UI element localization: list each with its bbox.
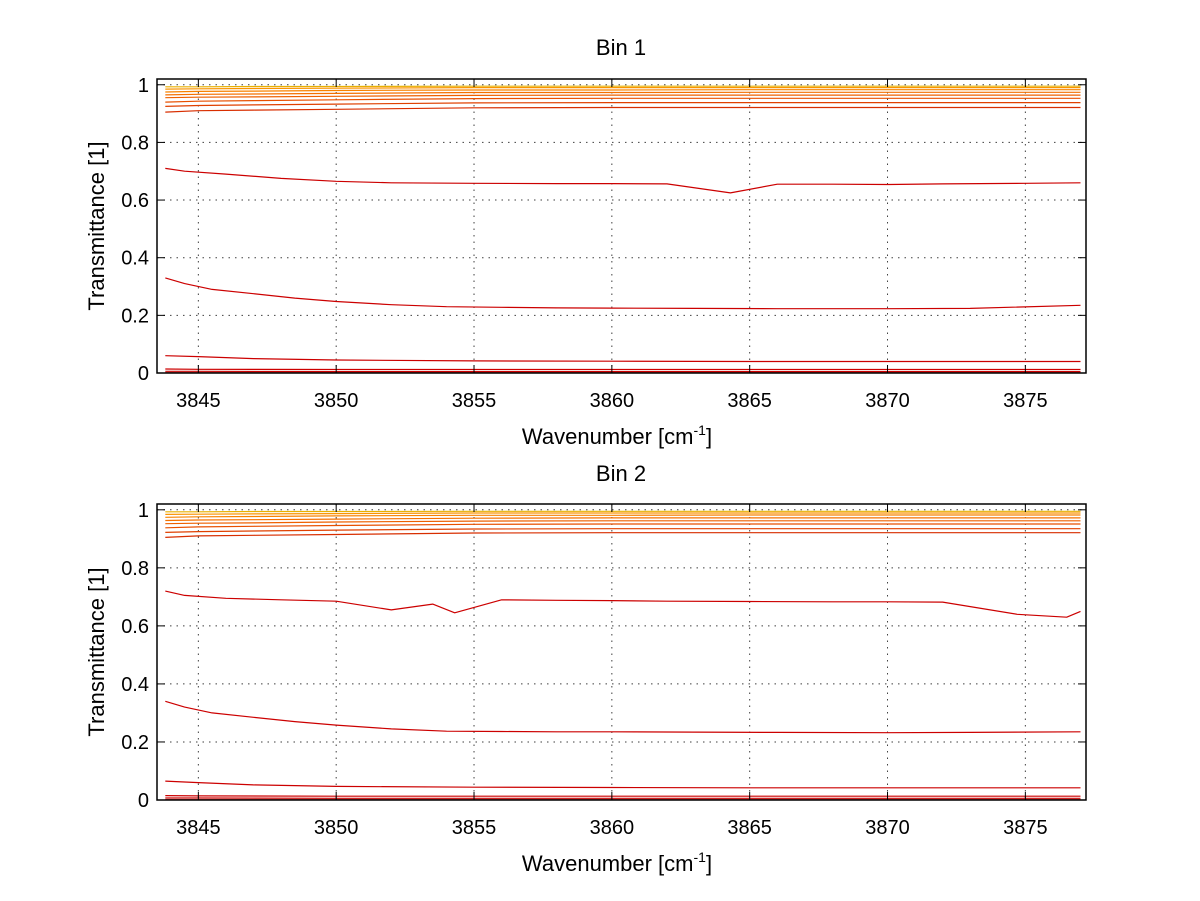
series-line xyxy=(165,277,1081,310)
y-tick-label: 0.6 xyxy=(121,616,149,638)
y-tick-label: 0.8 xyxy=(121,132,149,154)
y-tick-label: 0.4 xyxy=(121,248,149,270)
series-line xyxy=(165,355,1081,363)
y-tick-label: 1 xyxy=(138,500,149,522)
chart-title: Bin 1 xyxy=(596,35,646,60)
series-line xyxy=(165,795,1081,797)
axes-frame xyxy=(156,78,1087,374)
series-line xyxy=(165,167,1081,194)
x-tick-label: 3855 xyxy=(452,390,497,412)
series-line xyxy=(165,514,1081,518)
ticks: 3845 3850 3855 3860 3865 3870 3875 0 0.2 0.4 0.6 0.… xyxy=(121,75,1086,412)
y-axis-label: Transmittance [1] xyxy=(84,567,109,736)
y-tick-label: 0.4 xyxy=(121,674,149,696)
x-tick-label: 3865 xyxy=(727,390,772,412)
x-tick-label: 3875 xyxy=(1003,817,1048,839)
x-tick-label: 3865 xyxy=(727,817,772,839)
x-tick-label: 3875 xyxy=(1003,390,1048,412)
x-tick-label: 3860 xyxy=(590,390,635,412)
x-tick-label: 3870 xyxy=(865,390,910,412)
series-line xyxy=(165,700,1081,734)
series-line xyxy=(165,517,1081,522)
series-line xyxy=(165,368,1081,371)
x-tick-label: 3850 xyxy=(314,390,359,412)
chart-bin-2: Bin 2 3845 3850 3855 3860 3865 3870 3875 0 0.2 0.… xyxy=(84,461,1087,876)
x-tick-label: 3845 xyxy=(176,390,221,412)
gridlines xyxy=(157,504,1086,800)
series-line xyxy=(165,106,1081,113)
chart-bin-1: Bin 1 3845 3850 3855 3860 3865 3870 3875 0 0.2 0.… xyxy=(84,35,1087,449)
series-group xyxy=(165,85,1081,374)
series-line xyxy=(165,510,1081,513)
series-group xyxy=(165,510,1081,801)
x-axis-label: Wavenumber [cm-1] xyxy=(522,422,712,449)
series-line xyxy=(165,89,1081,93)
x-axis-label: Wavenumber [cm-1] xyxy=(522,849,712,876)
y-axis-label: Transmittance [1] xyxy=(84,141,109,310)
series-line xyxy=(165,85,1081,88)
x-tick-label: 3860 xyxy=(590,817,635,839)
y-tick-label: 0 xyxy=(138,790,149,812)
y-tick-label: 0.8 xyxy=(121,558,149,580)
series-line xyxy=(165,528,1081,533)
series-line xyxy=(165,94,1081,99)
x-tick-label: 3870 xyxy=(865,817,910,839)
chart-title: Bin 2 xyxy=(596,461,646,486)
axes-frame xyxy=(156,503,1087,801)
ticks: 3845 3850 3855 3860 3865 3870 3875 0 0.2 0.4 0.6 0.… xyxy=(121,500,1086,839)
y-tick-label: 0.6 xyxy=(121,190,149,212)
y-tick-label: 0.2 xyxy=(121,732,149,754)
gridlines xyxy=(157,79,1086,373)
series-line xyxy=(165,86,1081,90)
x-tick-label: 3845 xyxy=(176,817,221,839)
series-line xyxy=(165,780,1081,789)
y-tick-label: 0 xyxy=(138,363,149,385)
series-line xyxy=(165,512,1081,516)
y-tick-label: 0.2 xyxy=(121,305,149,327)
series-line xyxy=(165,520,1081,525)
x-tick-label: 3855 xyxy=(452,817,497,839)
series-line xyxy=(165,590,1081,618)
series-line xyxy=(165,532,1081,538)
x-tick-label: 3850 xyxy=(314,817,359,839)
y-tick-label: 1 xyxy=(138,75,149,97)
series-line xyxy=(165,91,1081,96)
series-line xyxy=(165,101,1081,107)
series-line xyxy=(165,97,1081,103)
series-line xyxy=(165,523,1081,529)
